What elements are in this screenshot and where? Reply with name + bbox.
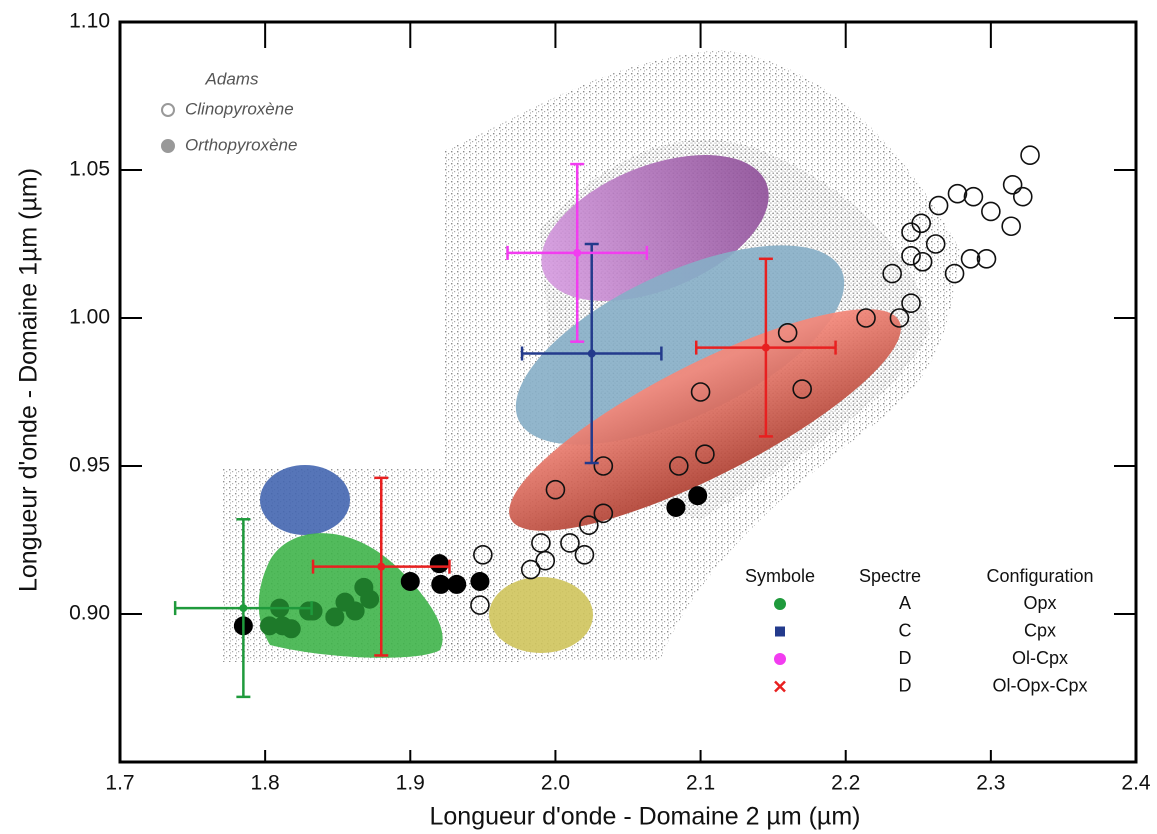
point	[470, 571, 490, 591]
y-tick-label: 0.90	[69, 602, 110, 625]
point	[976, 248, 997, 269]
point	[901, 293, 921, 314]
region	[515, 245, 845, 445]
point	[901, 246, 921, 266]
legend-marker	[161, 103, 175, 117]
point	[1002, 175, 1023, 195]
point	[690, 382, 711, 402]
point	[1001, 216, 1021, 237]
point	[473, 544, 493, 565]
point	[981, 201, 1001, 222]
error-center	[761, 343, 770, 352]
point	[668, 456, 689, 476]
point	[325, 607, 345, 627]
point	[925, 234, 946, 254]
point	[928, 195, 949, 216]
point	[579, 515, 599, 536]
point	[856, 308, 876, 328]
y-axis-title: Longueur d'onde - Domaine 1µm (µm)	[15, 168, 43, 592]
point	[360, 589, 380, 609]
point	[960, 248, 981, 269]
x-tick-label: 2.2	[831, 772, 860, 795]
point	[281, 619, 301, 639]
point	[963, 186, 984, 207]
point	[1012, 186, 1033, 207]
y-tick-label: 1.05	[69, 158, 110, 181]
x-tick-label: 2.3	[976, 772, 1005, 795]
point	[912, 251, 933, 272]
point	[447, 574, 467, 594]
key-header: Symbole	[745, 566, 815, 586]
error-center	[573, 248, 582, 257]
y-tick-label: 1.10	[69, 10, 110, 33]
x-tick-label: 2.1	[686, 772, 715, 795]
key-marker	[774, 653, 786, 665]
key-spectre: D	[899, 648, 912, 668]
point	[535, 550, 556, 571]
x-tick-label: 1.8	[251, 772, 280, 795]
point	[944, 263, 965, 284]
key-spectre: D	[899, 675, 912, 695]
point	[520, 559, 541, 580]
point	[303, 601, 323, 621]
point	[688, 486, 708, 506]
point	[1020, 145, 1040, 165]
point	[345, 601, 365, 621]
x-tick-label: 2.0	[541, 772, 570, 795]
y-tick-label: 0.95	[69, 454, 110, 477]
key-marker	[774, 598, 786, 610]
point	[593, 456, 614, 476]
error-center	[587, 349, 596, 358]
x-tick-label: 1.9	[396, 772, 425, 795]
legend: Clinopyroxène Orthopyroxène	[161, 99, 297, 154]
ticks: 1.7 1.8 1.9 2.0 2.1 2.2 2.3 2.4 0.90 0.95 1.00 1.05…	[69, 10, 1151, 795]
point	[947, 183, 968, 204]
y-tick-label: 1.00	[69, 306, 110, 329]
point	[574, 544, 595, 565]
key: Symbole Spectre Configuration A Opx C Cpx D Ol-C…	[745, 566, 1094, 696]
x-tick-label: 2.4	[1121, 772, 1151, 795]
point	[882, 263, 902, 284]
marks	[173, 145, 1040, 699]
plot-frame	[118, 20, 1138, 764]
point	[901, 222, 921, 242]
legend-label: Orthopyroxène	[185, 135, 297, 154]
legend-marker	[161, 139, 175, 153]
error-center	[377, 562, 386, 571]
point	[666, 497, 686, 517]
point	[400, 571, 420, 591]
point	[889, 308, 910, 328]
legend-label: Clinopyroxène	[185, 99, 294, 118]
point	[593, 503, 614, 524]
region	[260, 465, 350, 535]
key-configuration: Opx	[1023, 593, 1056, 613]
x-axis-title: Longueur d'onde - Domaine 2 µm (µm)	[429, 803, 860, 831]
error-center	[239, 604, 248, 613]
key-header: Configuration	[986, 566, 1093, 586]
key-configuration: Ol-Opx-Cpx	[992, 675, 1087, 695]
key-configuration: Cpx	[1024, 620, 1056, 640]
point	[431, 574, 451, 594]
legend-title: Adams	[205, 69, 259, 88]
x-tick-label: 1.7	[105, 772, 134, 795]
point	[545, 479, 566, 500]
key-header: Spectre	[859, 566, 921, 586]
key-spectre: A	[899, 593, 911, 613]
point	[429, 554, 449, 574]
point	[695, 444, 715, 464]
point	[560, 533, 580, 553]
key-marker	[775, 626, 785, 637]
key-configuration: Ol-Cpx	[1012, 648, 1068, 668]
region	[489, 577, 593, 653]
point	[470, 595, 490, 615]
key-spectre: C	[899, 620, 912, 640]
key-marker	[774, 680, 786, 693]
region	[509, 309, 901, 531]
point	[777, 322, 798, 343]
point	[792, 379, 812, 399]
